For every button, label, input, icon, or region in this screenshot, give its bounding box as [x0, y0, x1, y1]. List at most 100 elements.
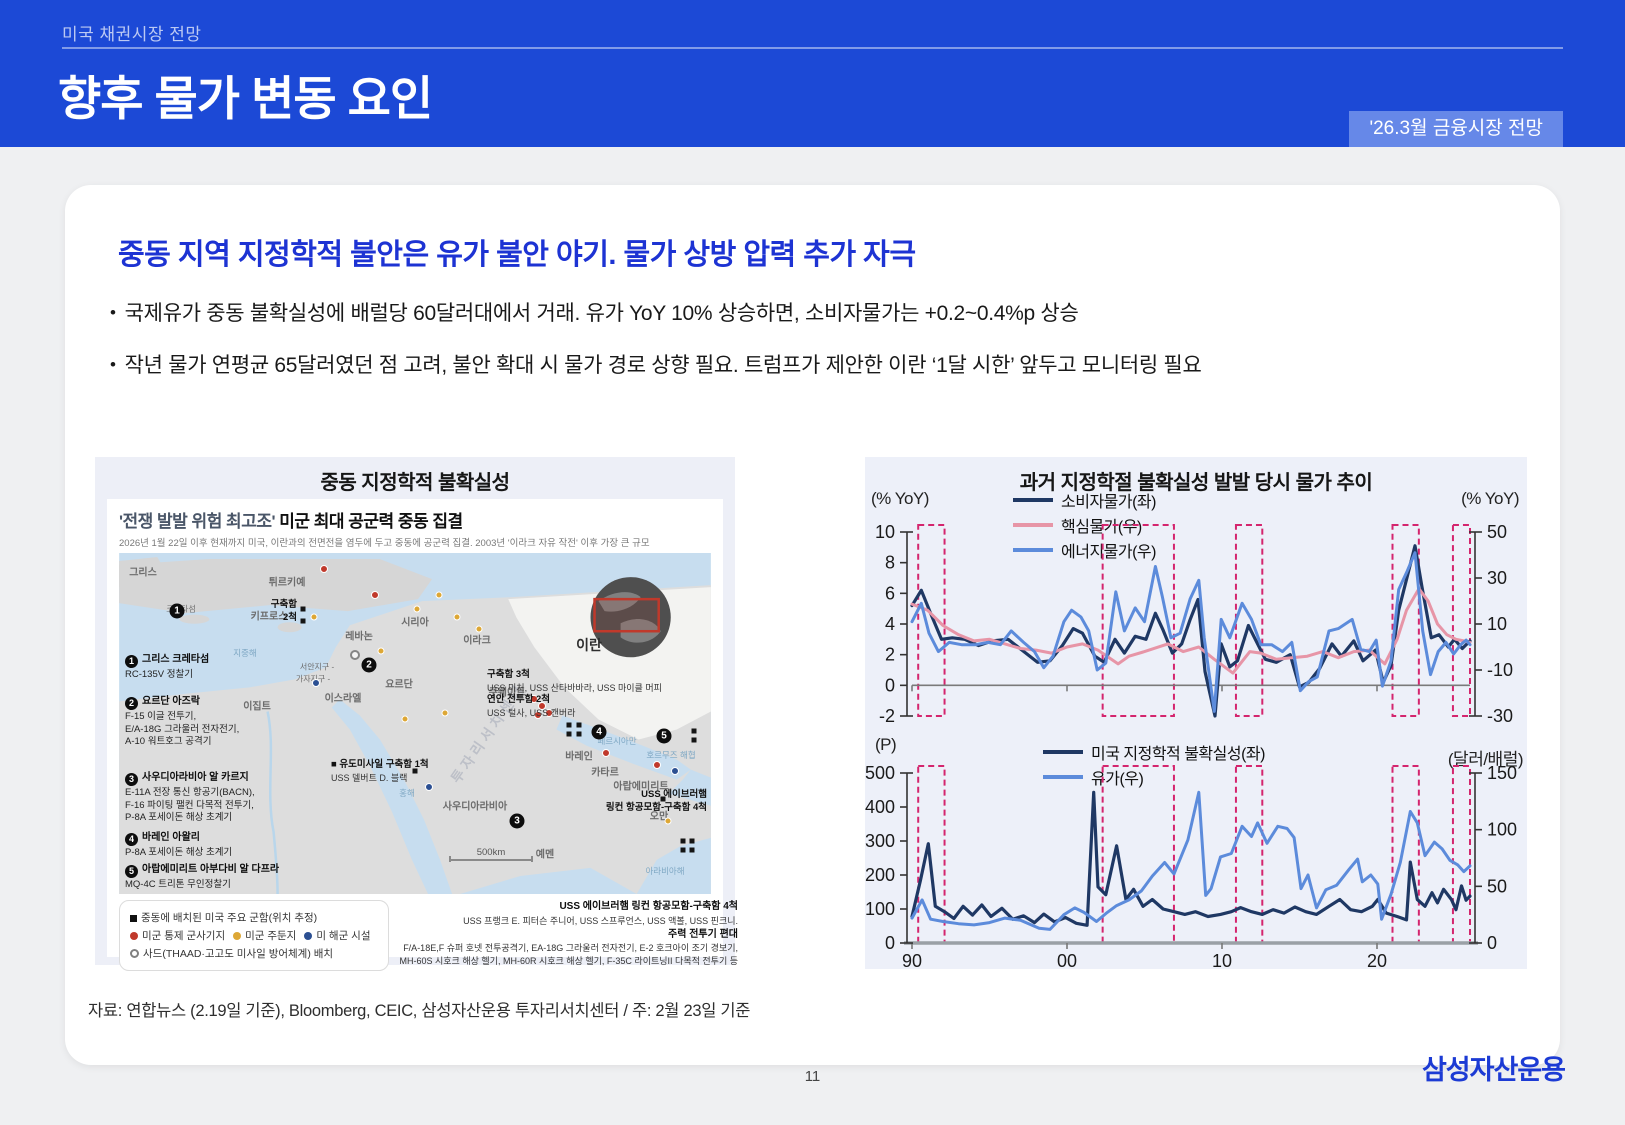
breadcrumb: 미국 채권시장 전망 — [62, 25, 202, 44]
bullet-list: • 국제유가 중동 불확실성에 배럴당 60달러대에서 거래. 유가 YoY 10… — [110, 297, 1202, 401]
map-navy-marker — [671, 767, 679, 775]
map-callout: 구축함 3척 USS 미처, USS 산타바바라, USS 마이클 머피 연안 전투… — [487, 669, 662, 718]
svg-text:400: 400 — [865, 797, 895, 817]
map-sq-marker — [566, 731, 572, 737]
map-ring-marker — [350, 650, 360, 660]
map-sq-marker — [300, 618, 306, 624]
map-gold-marker — [413, 605, 421, 613]
map-label: 카타르 — [591, 767, 619, 779]
map-label: 이라크 — [463, 635, 491, 647]
lg-gold-icon — [233, 932, 242, 940]
svg-text:50: 50 — [1487, 522, 1507, 542]
source-note: 자료: 연합뉴스 (2.19일 기준), Bloomberg, CEIC, 삼성… — [88, 1002, 751, 1020]
map-sq-marker — [566, 722, 572, 728]
svg-text:100: 100 — [865, 899, 895, 919]
map-annotation: 3 사우디아라비아 알 카르지 E-11A 전장 통신 항공기(BACN), F-16… — [125, 772, 255, 824]
map-sq-marker — [689, 847, 695, 853]
map-callout: 구축함 2척 — [270, 599, 297, 623]
legend-swatch — [1043, 749, 1083, 754]
map-number-marker: 2 — [361, 657, 377, 673]
page-title: 향후 물가 변동 요인 — [58, 72, 433, 125]
map-overlay: 투자리서치센터 그리스튀르키예크레타섬키프로스지중해시리아레바논이라크이란서안지… — [119, 553, 711, 894]
map-label: 페르시아만 — [597, 736, 637, 746]
svg-text:6: 6 — [885, 583, 895, 603]
lg-sq-icon — [130, 915, 137, 922]
map-annotation: 1 그리스 크레타섬 RC-135V 정찰기 — [125, 654, 210, 681]
svg-text:20: 20 — [1367, 951, 1387, 969]
map-red-marker — [653, 761, 661, 769]
map-red-marker — [371, 591, 379, 599]
map-headline-quote: '전쟁 발발 위험 최고조' — [119, 512, 276, 531]
chart-panel-title: 과거 지정학절 불확실성 발발 당시 물가 추이 — [1019, 472, 1373, 494]
map-bottom-row: 중동에 배치된 미국 주요 군함(위치 추정) 미군 통제 군사기지 미군 주둔지 미… — [119, 900, 738, 971]
bullet-item: • 국제유가 중동 불확실성에 배럴당 60달러대에서 거래. 유가 YoY 10… — [110, 302, 1079, 325]
map-sq-marker — [412, 768, 418, 774]
map-label: 호르무즈 해협 — [646, 750, 696, 760]
content-card: 중동 지역 지정학적 불안은 유가 불안 야기. 물가 상방 압력 추가 자극 … — [65, 185, 1560, 1065]
map-label: 시리아 — [401, 617, 429, 629]
svg-text:8: 8 — [885, 553, 895, 573]
bottom-chart-legend: 미국 지정학적 불확실성(좌) 유가(우) — [1043, 739, 1265, 789]
company-logo: 삼성자산운용 — [1421, 1055, 1566, 1085]
map-headline: '전쟁 발발 위험 최고조' 미군 최대 공군력 중동 집결 — [119, 507, 711, 532]
map-sq-marker — [576, 731, 582, 737]
top-chart-right-axis-label: (% YoY) — [1461, 489, 1519, 508]
map-callout: ■ 유도미사일 구축함 1척 USS 델버트 D. 블랙 — [331, 759, 429, 783]
svg-text:-30: -30 — [1487, 706, 1513, 726]
map-annotation: 2 요르단 아즈락 F-15 이글 전투기, E/A-18G 그라울러 전자전기, A-… — [125, 696, 240, 748]
svg-text:-10: -10 — [1487, 660, 1513, 680]
slide-header: 미국 채권시장 전망 향후 물가 변동 요인 '26.3월 금융시장 전망 — [0, 0, 1625, 147]
map-gold-marker — [475, 625, 483, 633]
svg-text:200: 200 — [865, 865, 895, 885]
gpr-oil-chart: 90 00 10 20 500 400 300 200 100 0 150 100 50 0 — [865, 733, 1527, 974]
lg-red-icon — [130, 932, 138, 940]
map-label: 이스라엘 — [324, 693, 362, 705]
map-label: 지중해 — [233, 648, 257, 658]
map-label: 오만 — [649, 811, 669, 823]
map-label: 이집트 — [243, 701, 271, 713]
map-legend-item: 중동에 배치된 미국 주요 군함(위치 추정) — [130, 912, 317, 924]
map-gold-marker — [453, 613, 461, 621]
svg-text:-2: -2 — [879, 706, 895, 726]
map-gold-marker — [377, 647, 385, 655]
map-label: 요르단 — [385, 679, 413, 691]
map-sq-marker — [680, 847, 686, 853]
svg-text:2: 2 — [885, 645, 895, 665]
middle-east-map: 투자리서치센터 그리스튀르키예크레타섬키프로스지중해시리아레바논이라크이란서안지… — [119, 553, 711, 894]
map-subheadline: 2026년 1월 22일 이후 현재까지 미국, 이란과의 전면전을 염두에 두… — [119, 538, 650, 549]
map-infographic: '전쟁 발발 위험 최고조' 미군 최대 공군력 중동 집결 2026년 1월 … — [107, 499, 738, 971]
legend-item: 유가(우) — [1043, 764, 1265, 789]
svg-text:100: 100 — [1487, 820, 1517, 840]
svg-text:500: 500 — [865, 763, 895, 783]
svg-text:00: 00 — [1057, 951, 1077, 969]
lg-navy-icon — [304, 932, 313, 940]
map-gold-marker — [441, 709, 449, 717]
svg-text:0: 0 — [885, 933, 895, 953]
map-sq-marker — [576, 722, 582, 728]
lg-ring-icon — [130, 949, 139, 958]
map-footnote: USS 에이브러햄 링컨 항공모함-구축함 4척 USS 프랭크 E. 피터슨 주… — [399, 901, 739, 967]
page-number: 11 — [804, 1068, 821, 1085]
map-legend-item: 미군 주둔지 — [233, 930, 296, 942]
map-callout: USS 에이브러햄 링컨 항공모함-구축함 4척 — [605, 789, 707, 813]
map-legend-item: 미 해군 시설 — [304, 930, 370, 942]
chart-panel: 과거 지정학절 불확실성 발발 당시 물가 추이 (% YoY) (% YoY)… — [865, 457, 1527, 971]
cpi-chart: 10 8 6 4 2 0 -2 50 30 10 -10 -30 — [865, 481, 1527, 736]
svg-text:0: 0 — [885, 675, 895, 695]
map-label: 아랍에미리트 — [613, 781, 669, 793]
map-label: 레바논 — [345, 631, 373, 643]
map-sq-marker — [691, 728, 697, 734]
map-red-marker — [320, 565, 328, 573]
legend-item: 미국 지정학적 불확실성(좌) — [1043, 739, 1265, 764]
svg-text:300: 300 — [865, 831, 895, 851]
map-gold-marker — [435, 591, 443, 599]
map-sq-marker — [689, 838, 695, 844]
map-label: 그리스 — [129, 567, 157, 579]
map-sq-marker — [300, 606, 306, 612]
map-scalebar: 500km — [449, 847, 533, 862]
map-label: 튀르키예 — [268, 577, 306, 589]
map-label: 홍해 — [399, 788, 415, 798]
legend-swatch — [1013, 522, 1053, 527]
map-label: 이란 — [576, 637, 602, 653]
scalebar-label: 500km — [476, 847, 506, 858]
